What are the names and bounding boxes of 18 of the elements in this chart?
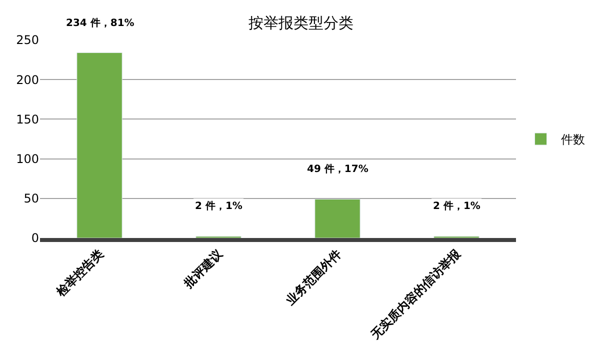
y-tick-label: 150 [16, 112, 39, 126]
legend-label: 件数 [560, 132, 585, 147]
x-tick-label: 无实质内容的信访举报 [367, 246, 464, 342]
x-tick-label: 检举控告类 [52, 246, 106, 300]
data-label: 49 件，17% [307, 163, 368, 175]
y-tick-label: 200 [16, 72, 39, 87]
y-tick-label: 100 [16, 152, 39, 166]
data-label: 234 件，81% [66, 17, 134, 29]
x-tick-label: 业务范围外件 [282, 246, 344, 308]
bar [314, 198, 360, 238]
x-tick-label: 批评建议 [180, 246, 226, 292]
y-tick-label: 0 [31, 231, 39, 246]
data-label: 2 件，1% [433, 200, 480, 212]
y-tick-label: 50 [24, 192, 39, 206]
bar [76, 52, 122, 238]
y-tick-label: 250 [16, 33, 39, 48]
data-label: 2 件，1% [195, 200, 242, 212]
chart-title: 按举报类型分类 [248, 14, 354, 32]
